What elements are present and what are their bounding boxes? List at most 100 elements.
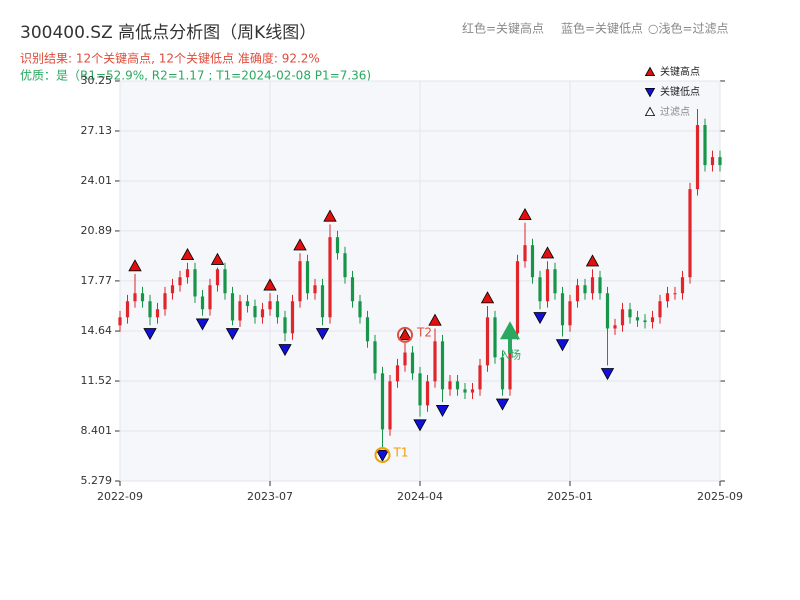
x-tick-label: 2025-09	[697, 490, 743, 503]
candle-body	[305, 261, 310, 294]
candle-body	[185, 269, 190, 278]
y-tick-label: 27.13	[81, 124, 113, 137]
y-tick-label: 14.64	[81, 324, 113, 337]
candle-body	[478, 365, 482, 390]
candle-body	[343, 253, 347, 278]
key-high-marker	[293, 238, 307, 251]
key-low-marker	[533, 312, 547, 325]
key-low-marker	[195, 318, 210, 331]
annotation: T2	[416, 325, 432, 339]
annotation: 入场	[499, 347, 521, 361]
candle-body	[500, 357, 505, 390]
candle-body	[508, 333, 512, 390]
key-low-marker	[225, 328, 240, 341]
candle-body	[620, 309, 625, 326]
key-high-marker	[428, 313, 442, 326]
candle-body	[718, 157, 722, 166]
result-line: 识别结果: 12个关键高点, 12个关键低点 准确度: 92.2%	[20, 51, 320, 66]
candle-body	[328, 237, 332, 318]
candle-body	[538, 277, 542, 302]
candle-body	[665, 293, 670, 302]
candle-body	[553, 269, 557, 294]
key-low-marker	[435, 404, 450, 417]
candle-body	[493, 317, 497, 358]
legend-note: 蓝色=关键低点	[561, 22, 643, 36]
candle-body	[433, 341, 437, 382]
target-circle	[374, 447, 391, 464]
legend-marker	[644, 66, 656, 76]
candle-body	[598, 277, 602, 294]
x-tick-label: 2024-04	[397, 490, 443, 503]
key-high-marker	[210, 252, 225, 265]
key-low-marker	[413, 419, 427, 432]
candle-body	[440, 341, 445, 390]
legend-marker	[644, 88, 656, 98]
key-high-marker	[518, 207, 532, 220]
candle-body	[688, 189, 692, 278]
legend-note: ○浅色=过滤点	[648, 22, 729, 36]
candle-body	[298, 261, 302, 302]
candle-body	[703, 125, 707, 166]
candle-body	[193, 269, 197, 297]
candle-body	[590, 277, 595, 294]
legend-note: 红色=关键高点	[462, 21, 544, 36]
key-high-marker	[398, 328, 412, 341]
candle-body	[200, 296, 205, 310]
candle-body	[455, 381, 460, 390]
x-tick-label: 2023-07	[247, 490, 293, 503]
key-low-marker	[143, 328, 157, 341]
key-high-marker	[585, 254, 600, 267]
candle-body	[208, 285, 212, 310]
candle-body	[463, 389, 467, 393]
key-high-marker	[540, 246, 555, 259]
candle-body	[215, 269, 220, 286]
key-low-marker	[315, 328, 330, 341]
key-low-marker	[375, 449, 390, 462]
candle-body	[148, 301, 152, 318]
candle-body	[223, 269, 227, 294]
candle-body	[658, 301, 662, 318]
candle-body	[350, 277, 355, 302]
annotation: T1	[393, 446, 409, 460]
candle-body	[125, 301, 130, 318]
candle-body	[673, 293, 677, 295]
key-low-marker	[278, 344, 292, 357]
key-low-marker	[600, 368, 615, 381]
candle-body	[613, 325, 617, 329]
candle-body	[335, 237, 340, 254]
candle-body	[568, 301, 572, 326]
candle-body	[230, 293, 235, 321]
key-high-marker	[263, 278, 277, 291]
key-high-marker	[323, 209, 337, 222]
candle-body	[635, 317, 640, 321]
y-tick-label: 5.279	[81, 474, 113, 487]
legend-label: 关键高点	[660, 65, 700, 78]
candle-body	[448, 381, 452, 390]
candle-body	[260, 309, 265, 318]
legend-marker	[644, 106, 656, 116]
chart-title: 300400.SZ 高低点分析图（周K线图）	[20, 23, 316, 43]
candle-body	[133, 293, 137, 302]
candle-body	[418, 373, 422, 406]
candle-body	[530, 245, 535, 278]
candle-body	[290, 301, 295, 334]
candle-body	[605, 293, 610, 329]
candle-body	[575, 285, 580, 302]
y-tick-label: 17.77	[81, 274, 113, 287]
key-high-marker	[128, 259, 142, 272]
candle-body	[425, 381, 430, 406]
candle-body	[545, 269, 550, 302]
legend-label: 过滤点	[660, 105, 690, 118]
key-high-marker	[180, 247, 195, 261]
key-low-marker	[555, 339, 570, 352]
candle-body	[118, 317, 122, 326]
candle-body	[583, 285, 587, 294]
quality-line: 优质：是（R1=52.9%, R2=1.17 ; T1=2024-02-08 P…	[20, 69, 371, 83]
candle-body	[470, 389, 475, 393]
candle-body	[245, 301, 250, 307]
candle-body	[365, 317, 370, 342]
candle-body	[155, 309, 160, 318]
candle-body	[358, 301, 362, 318]
x-tick-label: 2022-09	[97, 490, 143, 503]
